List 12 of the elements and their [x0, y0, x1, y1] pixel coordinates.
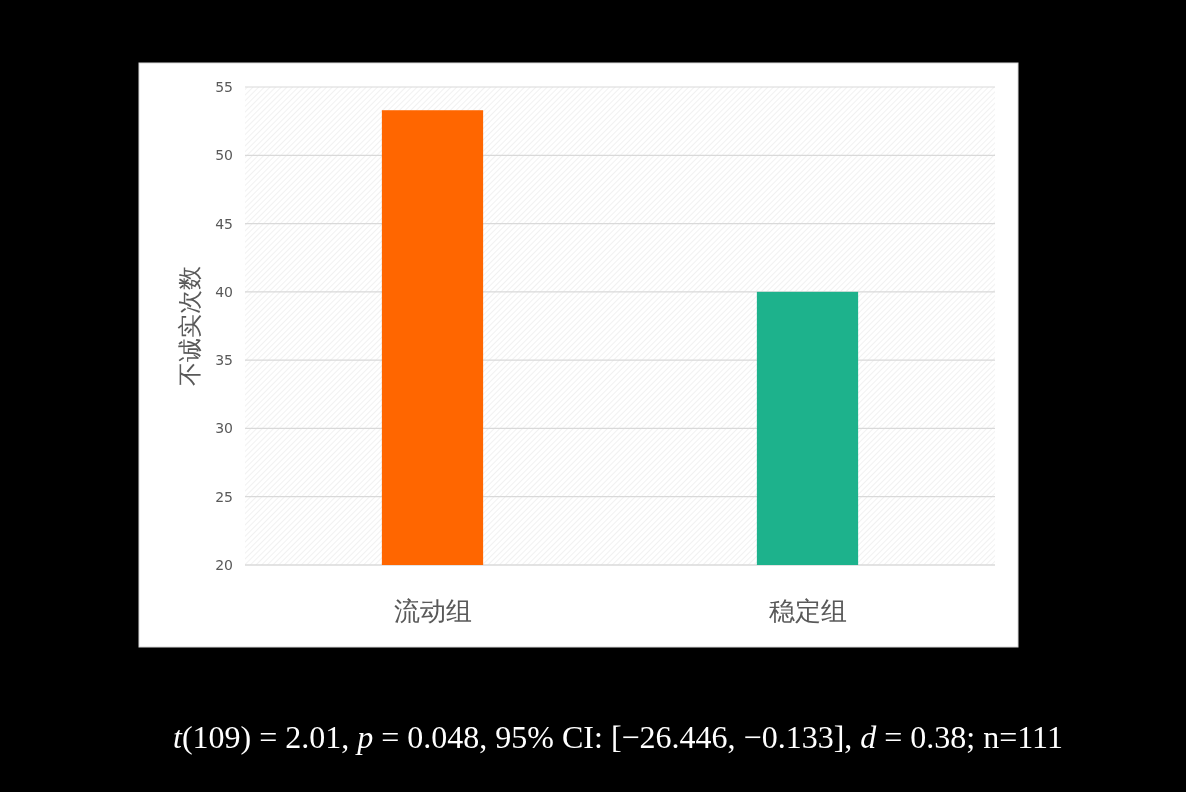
text: t(109) = 2.01, p = 0.048, 95% CI: [−26.446, −0.133], d = 0.38; n=111: [173, 719, 1063, 755]
x-tick-label: 稳定组: [768, 596, 847, 626]
y-axis-title: 不诚实次数: [176, 266, 204, 386]
x-tick-label: 流动组: [393, 596, 472, 626]
y-tick-label: 20: [215, 557, 233, 573]
y-tick-label: 30: [215, 420, 233, 437]
y-tick-label: 50: [215, 147, 233, 164]
y-tick-label: 55: [215, 79, 233, 95]
y-tick-label: 35: [215, 352, 233, 369]
y-tick-label: 40: [215, 283, 233, 300]
y-tick-label: 25: [215, 488, 233, 505]
y-tick-label: 45: [215, 215, 233, 232]
